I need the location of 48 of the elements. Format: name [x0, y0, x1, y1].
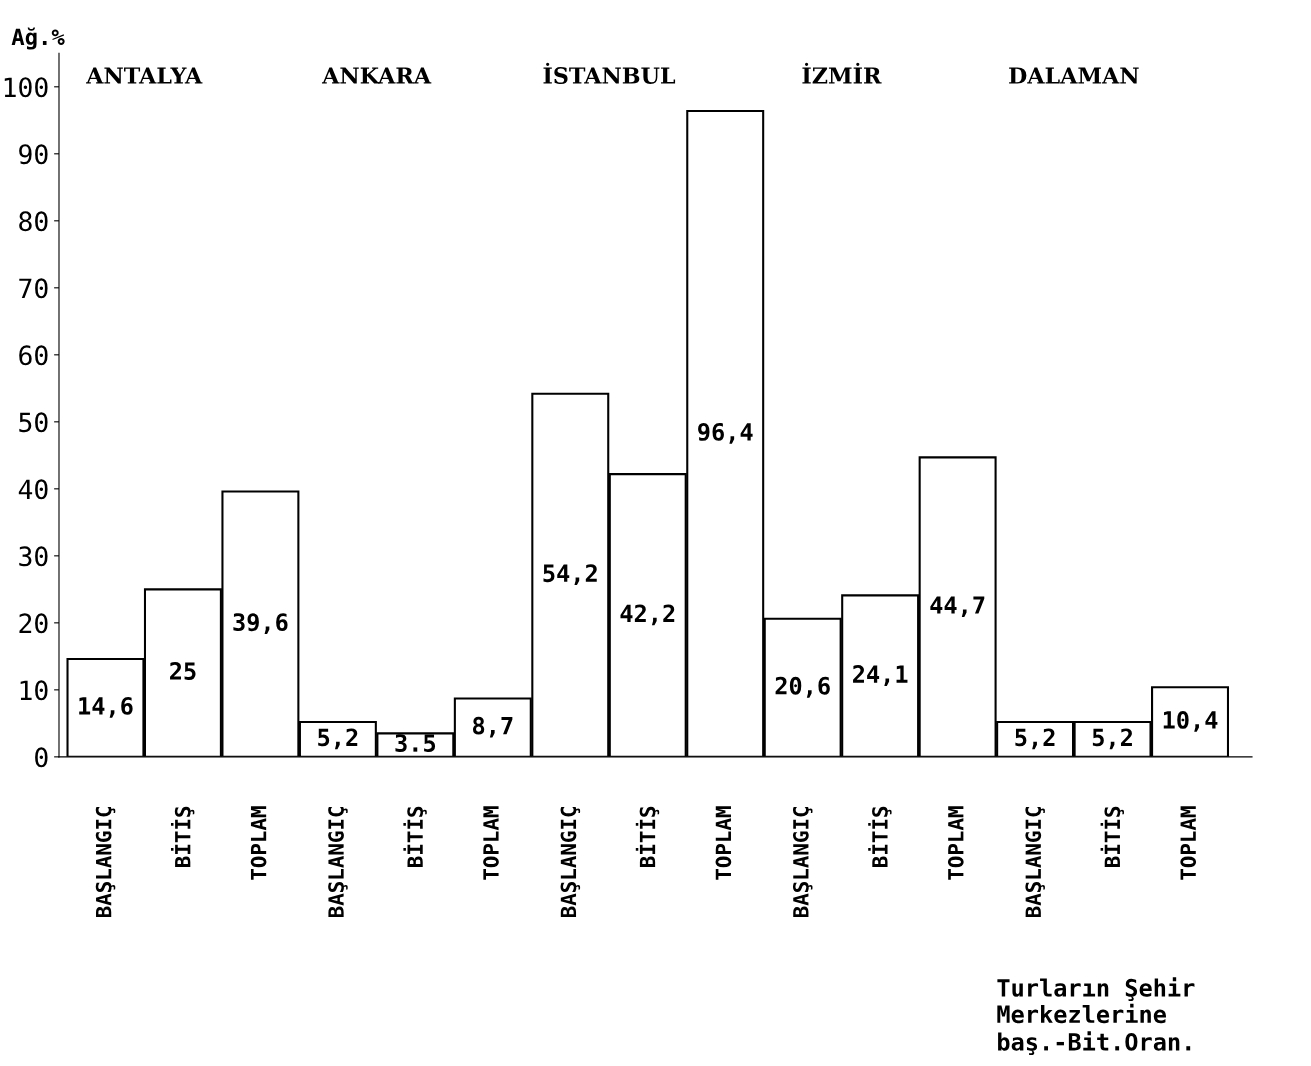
- data-label: 5,2: [318, 728, 358, 750]
- data-label: 42,2: [620, 604, 675, 626]
- y-tick-label: 70: [19, 278, 48, 299]
- y-tick-label: 10: [20, 680, 48, 701]
- data-label: 14,6: [79, 696, 133, 718]
- y-tick-label: 20: [19, 613, 48, 634]
- x-tick-label: TOPLAM: [715, 806, 732, 880]
- x-tick-label: BAŞLANGIÇ: [1025, 807, 1045, 918]
- x-tick-label: BAŞLANGIÇ: [95, 807, 116, 918]
- data-label: 20,6: [775, 676, 830, 698]
- data-label: 5,2: [1092, 728, 1132, 750]
- data-label: 24,1: [853, 665, 908, 686]
- y-tick-label: 80: [19, 211, 48, 232]
- data-label: 8,7: [472, 716, 513, 738]
- annotation: ANKARA: [321, 67, 432, 84]
- y-tick-label: 100: [4, 77, 48, 98]
- x-tick-label: BİTİŞ: [170, 806, 195, 867]
- annotation: ANTALYA: [86, 67, 203, 84]
- x-tick-label: BAŞLANGIÇ: [328, 807, 348, 918]
- annotation: DALAMAN: [1009, 67, 1139, 84]
- annotation: İSTANBUL: [543, 62, 676, 84]
- data-label: 39,6: [233, 613, 288, 635]
- data-label: 54,2: [543, 564, 597, 586]
- x-tick-label: TOPLAM: [947, 806, 964, 880]
- y-tick-label: 30: [19, 546, 48, 567]
- y-axis-title: Ağ.%: [11, 27, 65, 50]
- annotation: İZMİR: [802, 62, 882, 84]
- y-tick-label: 40: [18, 479, 48, 500]
- data-label: 25: [170, 662, 196, 680]
- x-tick-label: TOPLAM: [1180, 806, 1197, 880]
- y-tick-label: 90: [19, 144, 48, 165]
- text: Turların Şehir Merkezlerine baş.-Bit.Oran.: [997, 977, 1195, 1056]
- x-tick-label: BİTİŞ: [635, 806, 660, 867]
- x-tick-label: BAŞLANGIÇ: [792, 807, 813, 918]
- x-tick-label: BİTİŞ: [1100, 806, 1125, 867]
- data-label: 96,4: [698, 422, 753, 444]
- y-tick-label: 60: [19, 345, 48, 366]
- x-tick-label: BİTİŞ: [868, 806, 892, 867]
- data-label: 44,7: [930, 596, 985, 617]
- x-tick-label: BAŞLANGIÇ: [560, 807, 581, 918]
- data-label: 5,2: [1015, 728, 1055, 750]
- x-tick-label: BİTİŞ: [403, 806, 427, 867]
- data-label: 3.5: [395, 734, 436, 752]
- y-tick-label: 0: [35, 747, 48, 768]
- data-label: 10,4: [1163, 711, 1218, 732]
- x-tick-label: TOPLAM: [250, 806, 267, 880]
- x-tick-label: TOPLAM: [483, 806, 499, 880]
- y-tick-label: 50: [19, 412, 48, 433]
